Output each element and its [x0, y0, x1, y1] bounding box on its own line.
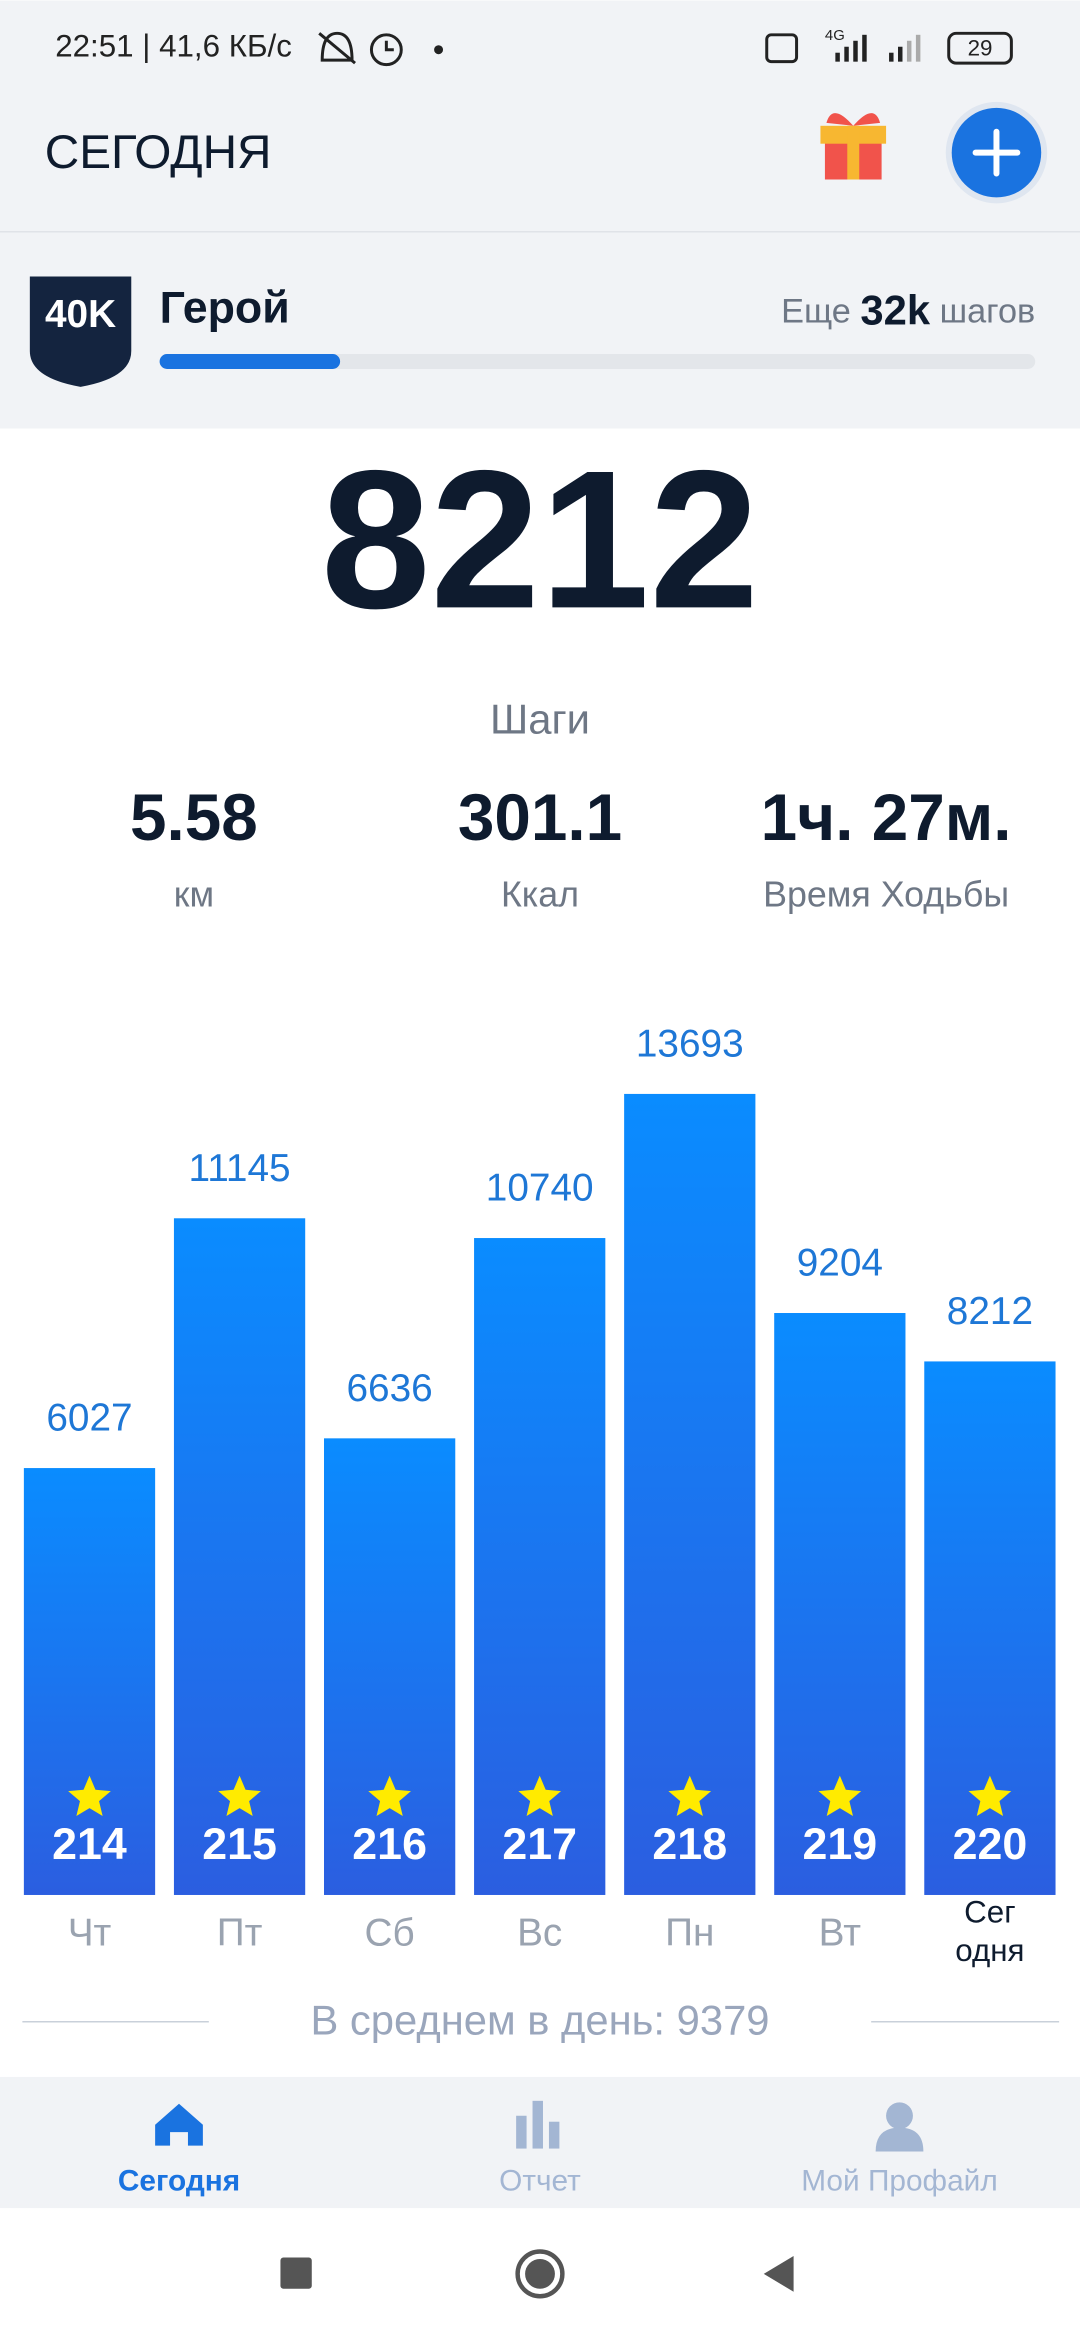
- average: В среднем в день: 9379: [310, 1996, 769, 2043]
- level-name: Герой: [160, 283, 290, 333]
- x-tick-label: Вт: [819, 1911, 862, 1954]
- progress-fill: [159, 354, 341, 369]
- chart: 6027 214 Чт 11145 215 Пт 6636 216 Сб 10740 217 Вс 13…: [23, 1022, 1056, 1969]
- stat-value: 5.58: [130, 781, 258, 854]
- signal: [835, 34, 921, 62]
- nav-report[interactable]: Отчет: [499, 2100, 581, 2198]
- x-tick-label: Сб: [365, 1911, 415, 1954]
- stat-label: Ккал: [501, 874, 579, 914]
- x-tick-label-line: Сег: [964, 1895, 1015, 1930]
- x-tick-label: Сег одня: [955, 1895, 1024, 1969]
- status-time: 22:51 | 41,6 КБ/с: [55, 29, 292, 64]
- page-title: СЕГОДНЯ: [45, 126, 272, 179]
- stat-value: 301.1: [458, 781, 622, 854]
- value-label: 9204: [797, 1242, 883, 1285]
- bar: [924, 1361, 1056, 1895]
- star: [668, 1775, 712, 1817]
- battery-level: 29: [968, 36, 993, 61]
- remaining-prefix: Еще: [781, 293, 851, 331]
- star: [518, 1775, 562, 1817]
- nav-label: Отчет: [499, 2165, 581, 2198]
- add-button[interactable]: [945, 101, 1048, 204]
- home-button[interactable]: [515, 2249, 565, 2299]
- stat-label: Время Ходьбы: [763, 874, 1009, 914]
- day-number: 219: [802, 1819, 877, 1869]
- value-label: 10740: [486, 1167, 594, 1210]
- day-number: 217: [502, 1819, 577, 1869]
- value-label: 8212: [947, 1290, 1033, 1333]
- gift-button[interactable]: [820, 113, 887, 180]
- day-number: 216: [352, 1819, 427, 1869]
- day-number: 218: [652, 1819, 727, 1869]
- star: [368, 1775, 411, 1817]
- nav-profile[interactable]: Мой Профайл: [801, 2102, 998, 2198]
- battery: [947, 31, 1013, 65]
- value-label: 6636: [347, 1367, 433, 1410]
- x-tick-label: Пт: [217, 1911, 263, 1954]
- status-network: 4G: [825, 28, 845, 44]
- bar: [624, 1093, 756, 1895]
- progress-track: [159, 354, 1036, 369]
- remaining-suffix: шагов: [940, 293, 1036, 331]
- stat-value: 1ч. 27м.: [761, 781, 1012, 854]
- remaining-value: 32k: [860, 287, 930, 334]
- badge-shield: [29, 276, 132, 387]
- today-steps: 8212: [321, 429, 759, 649]
- value-label: 6027: [46, 1397, 132, 1440]
- x-tick-label-line: одня: [955, 1933, 1024, 1968]
- star: [818, 1775, 862, 1817]
- star: [68, 1775, 111, 1817]
- recents-button[interactable]: [280, 2257, 312, 2289]
- badge-label: 40K: [45, 293, 116, 336]
- x-tick-label: Вс: [517, 1911, 562, 1954]
- value-label: 11145: [189, 1147, 291, 1190]
- stats: 5.58 км 301.1 Ккал 1ч. 27м. Время Ходьбы: [130, 781, 1011, 915]
- level-remaining: Еще 32k шагов: [781, 287, 1035, 334]
- star: [218, 1775, 261, 1817]
- back-button[interactable]: [763, 2255, 794, 2292]
- steps-label: Шаги: [490, 696, 590, 743]
- star: [968, 1775, 1012, 1817]
- x-tick-label: Пн: [665, 1911, 714, 1954]
- nav-today[interactable]: Сегодня: [118, 2103, 240, 2198]
- day-number: 214: [52, 1819, 127, 1869]
- day-number: 220: [953, 1819, 1028, 1869]
- status-icons: [318, 31, 799, 67]
- value-label: 13693: [636, 1022, 744, 1065]
- bar: [324, 1438, 456, 1895]
- stat-label: км: [174, 874, 214, 914]
- nav-label: Мой Профайл: [801, 2165, 998, 2198]
- day-number: 215: [202, 1819, 277, 1869]
- x-tick-label: Чт: [68, 1911, 112, 1954]
- nav-label: Сегодня: [118, 2165, 240, 2198]
- bar: [23, 1468, 156, 1895]
